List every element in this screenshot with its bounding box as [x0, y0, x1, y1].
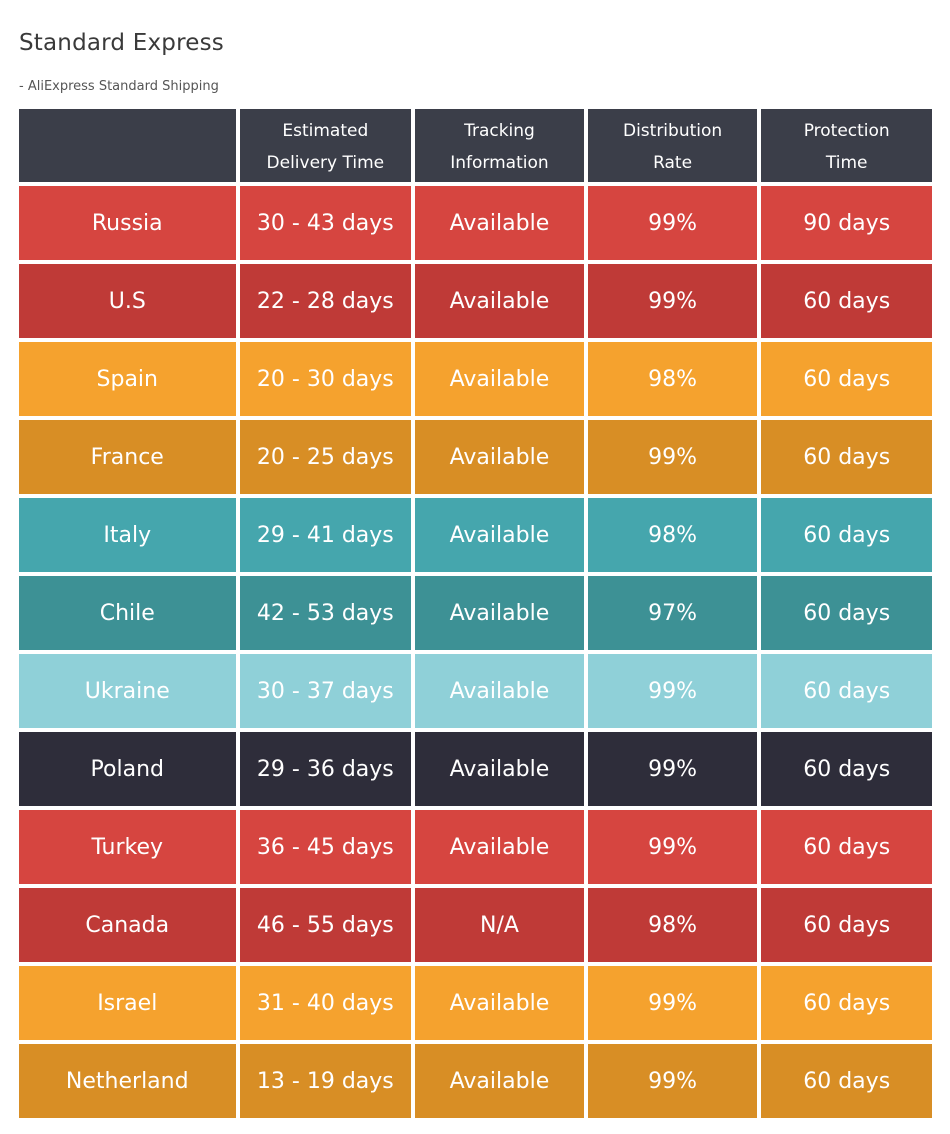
cell-protection-time: 60 days: [761, 1044, 933, 1118]
cell-delivery-time: 22 - 28 days: [239, 264, 412, 338]
cell-distribution-rate: 99%: [587, 186, 758, 260]
page-subtitle: - AliExpress Standard Shipping: [19, 79, 219, 94]
header-protection-line2: Time: [825, 152, 868, 173]
cell-country: Chile: [19, 576, 236, 650]
cell-distribution-rate: 98%: [587, 888, 758, 962]
header-country: [19, 109, 236, 182]
header-tracking-line1: Tracking: [464, 120, 535, 141]
table-row: Israel 31 - 40 days Available 99% 60 days: [19, 966, 933, 1040]
table-row: France 20 - 25 days Available 99% 60 days: [19, 420, 933, 494]
header-protection-line1: Protection: [803, 120, 890, 141]
cell-distribution-rate: 99%: [587, 732, 758, 806]
cell-protection-time: 60 days: [761, 888, 933, 962]
shipping-table: Estimated Delivery Time Tracking Informa…: [19, 109, 933, 1122]
cell-tracking: Available: [415, 1044, 584, 1118]
cell-distribution-rate: 98%: [587, 498, 758, 572]
cell-protection-time: 60 days: [761, 966, 933, 1040]
header-tracking-line2: Information: [450, 152, 549, 173]
cell-protection-time: 60 days: [761, 498, 933, 572]
table-header-row: Estimated Delivery Time Tracking Informa…: [19, 109, 933, 182]
table-row: U.S 22 - 28 days Available 99% 60 days: [19, 264, 933, 338]
header-distribution-rate: Distribution Rate: [587, 109, 758, 182]
table-row: Canada 46 - 55 days N/A 98% 60 days: [19, 888, 933, 962]
cell-distribution-rate: 99%: [587, 264, 758, 338]
cell-country: U.S: [19, 264, 236, 338]
cell-distribution-rate: 99%: [587, 1044, 758, 1118]
cell-delivery-time: 13 - 19 days: [239, 1044, 412, 1118]
cell-protection-time: 60 days: [761, 342, 933, 416]
cell-country: Ukraine: [19, 654, 236, 728]
table-row: Ukraine 30 - 37 days Available 99% 60 days: [19, 654, 933, 728]
cell-tracking: Available: [415, 576, 584, 650]
cell-tracking: Available: [415, 732, 584, 806]
table-row: Poland 29 - 36 days Available 99% 60 days: [19, 732, 933, 806]
cell-tracking: Available: [415, 498, 584, 572]
table-row: Turkey 36 - 45 days Available 99% 60 days: [19, 810, 933, 884]
cell-delivery-time: 30 - 37 days: [239, 654, 412, 728]
cell-country: Italy: [19, 498, 236, 572]
cell-country: Russia: [19, 186, 236, 260]
page-title: Standard Express: [19, 30, 224, 56]
header-protection-time: Protection Time: [761, 109, 933, 182]
cell-protection-time: 60 days: [761, 810, 933, 884]
cell-distribution-rate: 97%: [587, 576, 758, 650]
cell-country: Spain: [19, 342, 236, 416]
cell-distribution-rate: 99%: [587, 654, 758, 728]
cell-distribution-rate: 99%: [587, 966, 758, 1040]
cell-tracking: N/A: [415, 888, 584, 962]
header-delivery-time: Estimated Delivery Time: [239, 109, 412, 182]
cell-delivery-time: 36 - 45 days: [239, 810, 412, 884]
cell-delivery-time: 29 - 41 days: [239, 498, 412, 572]
cell-protection-time: 60 days: [761, 576, 933, 650]
table-row: Spain 20 - 30 days Available 98% 60 days: [19, 342, 933, 416]
cell-delivery-time: 31 - 40 days: [239, 966, 412, 1040]
cell-country: Canada: [19, 888, 236, 962]
table-row: Russia 30 - 43 days Available 99% 90 days: [19, 186, 933, 260]
cell-delivery-time: 29 - 36 days: [239, 732, 412, 806]
cell-protection-time: 60 days: [761, 654, 933, 728]
cell-distribution-rate: 99%: [587, 420, 758, 494]
cell-protection-time: 90 days: [761, 186, 933, 260]
cell-tracking: Available: [415, 810, 584, 884]
header-distribution-line1: Distribution: [622, 120, 723, 141]
cell-tracking: Available: [415, 264, 584, 338]
header-delivery-line2: Delivery Time: [266, 152, 385, 173]
cell-delivery-time: 20 - 30 days: [239, 342, 412, 416]
cell-distribution-rate: 98%: [587, 342, 758, 416]
cell-distribution-rate: 99%: [587, 810, 758, 884]
cell-tracking: Available: [415, 342, 584, 416]
cell-delivery-time: 30 - 43 days: [239, 186, 412, 260]
cell-delivery-time: 46 - 55 days: [239, 888, 412, 962]
cell-country: Netherland: [19, 1044, 236, 1118]
cell-protection-time: 60 days: [761, 264, 933, 338]
cell-tracking: Available: [415, 966, 584, 1040]
cell-delivery-time: 20 - 25 days: [239, 420, 412, 494]
cell-country: Turkey: [19, 810, 236, 884]
table-row: Netherland 13 - 19 days Available 99% 60 day…: [19, 1044, 933, 1118]
cell-protection-time: 60 days: [761, 420, 933, 494]
cell-tracking: Available: [415, 420, 584, 494]
cell-country: France: [19, 420, 236, 494]
cell-tracking: Available: [415, 654, 584, 728]
cell-country: Israel: [19, 966, 236, 1040]
cell-country: Poland: [19, 732, 236, 806]
table-row: Italy 29 - 41 days Available 98% 60 days: [19, 498, 933, 572]
cell-protection-time: 60 days: [761, 732, 933, 806]
header-distribution-line2: Rate: [653, 152, 693, 173]
table-row: Chile 42 - 53 days Available 97% 60 days: [19, 576, 933, 650]
table-body: Russia 30 - 43 days Available 99% 90 days U.S…: [19, 186, 933, 1118]
cell-delivery-time: 42 - 53 days: [239, 576, 412, 650]
header-delivery-line1: Estimated: [282, 120, 369, 141]
header-tracking: Tracking Information: [415, 109, 584, 182]
cell-tracking: Available: [415, 186, 584, 260]
